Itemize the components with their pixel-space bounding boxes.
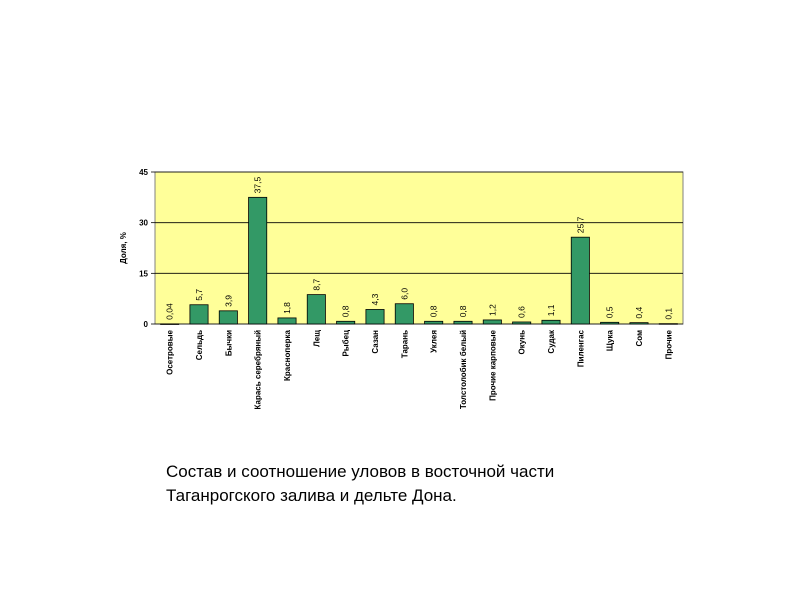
gridlines [155, 171, 683, 325]
bar [394, 303, 414, 325]
data-label: 25,7 [575, 216, 585, 233]
bar [365, 309, 385, 325]
data-label: 0,04 [165, 303, 175, 320]
data-label: 1,8 [282, 302, 292, 314]
data-label: 5,7 [194, 289, 204, 301]
plot-area [154, 171, 684, 325]
category-label: Сазан [371, 330, 380, 354]
category-label: Тарань [400, 330, 409, 358]
category-label: Прочие карповые [488, 329, 497, 400]
data-label: 4,3 [370, 293, 380, 305]
data-label: 8,7 [311, 279, 321, 291]
bar [248, 196, 268, 325]
bar [482, 319, 502, 325]
data-labels: 0,04 5,7 3,9 37,5 1,8 8,7 0,8 4,3 6,0 0,8 0,8 1,2 0,… [165, 177, 674, 320]
category-label: Пиленгас [576, 329, 585, 367]
caption: Состав и соотношение уловов в восточной … [166, 460, 626, 508]
y-tick-label: 0 [144, 320, 149, 329]
y-tick-label: 45 [139, 168, 148, 177]
category-label: Осетровые [166, 329, 175, 374]
data-label: 1,2 [487, 304, 497, 316]
data-label: 6,0 [399, 288, 409, 300]
x-axis-categories: Осетровые Сельдь Бычки Карась серебряный Кра… [166, 329, 674, 409]
data-label: 0,8 [429, 305, 439, 317]
category-label: Лещ [312, 330, 321, 347]
bar [189, 304, 209, 325]
category-label: Бычки [224, 330, 233, 356]
category-label: Сом [635, 330, 644, 347]
category-label: Сельдь [195, 330, 204, 360]
category-label: Рыбец [342, 330, 351, 357]
bar [570, 236, 590, 325]
bar [160, 323, 180, 325]
category-label: Окунь [518, 330, 527, 355]
caption-line-1: Состав и соотношение уловов в восточной … [166, 462, 555, 481]
data-label: 0,5 [605, 306, 615, 318]
data-label: 0,1 [663, 308, 673, 320]
bar [277, 317, 297, 325]
category-label: Карась серебряный [254, 330, 263, 410]
bar [600, 321, 620, 325]
data-label: 0,8 [458, 305, 468, 317]
y-axis-label: Доля, % [119, 232, 128, 264]
category-label: Красноперка [283, 329, 292, 381]
data-label: 0,8 [341, 305, 351, 317]
bar [453, 320, 473, 325]
data-label: 37,5 [253, 177, 263, 194]
category-label: Уклея [430, 330, 439, 353]
y-axis-ticks: 0 15 30 45 [139, 168, 155, 329]
bar [424, 320, 444, 325]
category-label: Щука [606, 329, 615, 351]
y-tick-label: 15 [139, 269, 148, 278]
caption-line-2: Таганрогского залива и дельте Дона. [166, 486, 457, 505]
data-label: 1,1 [546, 304, 556, 316]
bar [306, 294, 326, 325]
bar [512, 321, 532, 325]
category-label: Толстолобик белый [459, 330, 468, 409]
data-label: 0,6 [517, 306, 527, 318]
category-label: Прочие [664, 329, 673, 359]
bar [658, 323, 678, 325]
y-tick-label: 30 [139, 219, 148, 228]
bars [160, 196, 678, 325]
bar [541, 319, 561, 325]
bar [336, 320, 356, 325]
bar [218, 310, 238, 325]
bar [629, 322, 649, 325]
data-label: 3,9 [223, 295, 233, 307]
category-label: Судак [547, 329, 556, 354]
data-label: 0,4 [634, 307, 644, 319]
